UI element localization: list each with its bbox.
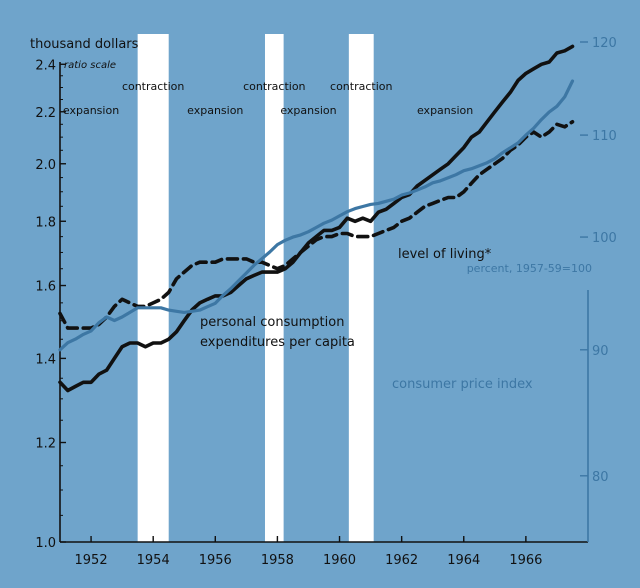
right-tick-label: 80 — [592, 470, 609, 485]
right-tick-label: 110 — [592, 129, 617, 144]
right-tick-label: 100 — [592, 231, 617, 246]
series-label-personal-consumption-line2: expenditures per capita — [200, 335, 355, 350]
left-axis-unit-label: thousand dollars — [30, 37, 139, 52]
series-label-consumer-price-index: consumer price index — [392, 377, 533, 392]
x-tick-label: 1952 — [75, 553, 108, 568]
series-label-level-of-living: level of living* — [398, 247, 492, 262]
phase-label-expansion: expansion — [187, 104, 243, 117]
left-axis-scale-label: ratio scale — [64, 60, 116, 71]
left-tick-label: 1.8 — [35, 215, 56, 230]
right-axis-unit-label: percent, 1957-59=100 — [467, 262, 592, 275]
left-tick-label: 2.4 — [35, 58, 56, 73]
phase-label-expansion: expansion — [63, 104, 119, 117]
right-tick-label: 120 — [592, 36, 617, 51]
phase-label-expansion: expansion — [417, 104, 473, 117]
x-tick-label: 1956 — [199, 553, 232, 568]
left-tick-label: 2.0 — [35, 158, 56, 173]
x-tick-label: 1954 — [137, 553, 170, 568]
left-tick-label: 2.2 — [35, 106, 56, 121]
left-tick-label: 1.0 — [35, 536, 56, 551]
right-tick-label: 90 — [592, 344, 609, 359]
x-tick-label: 1964 — [447, 553, 480, 568]
contraction-band-3 — [349, 34, 374, 542]
x-tick-label: 1962 — [385, 553, 418, 568]
contraction-band-1 — [138, 34, 169, 542]
x-tick-label: 1958 — [261, 553, 294, 568]
phase-label-contraction: contraction — [122, 80, 184, 93]
series-label-personal-consumption-line1: personal consumption — [200, 315, 344, 330]
phase-label-expansion: expansion — [280, 104, 336, 117]
x-tick-label: 1960 — [323, 553, 356, 568]
x-tick-label: 1966 — [509, 553, 542, 568]
left-tick-label: 1.6 — [35, 280, 56, 295]
phase-label-contraction: contraction — [330, 80, 392, 93]
phase-label-contraction: contraction — [243, 80, 305, 93]
left-tick-label: 1.4 — [35, 352, 56, 367]
left-tick-label: 1.2 — [35, 437, 56, 452]
